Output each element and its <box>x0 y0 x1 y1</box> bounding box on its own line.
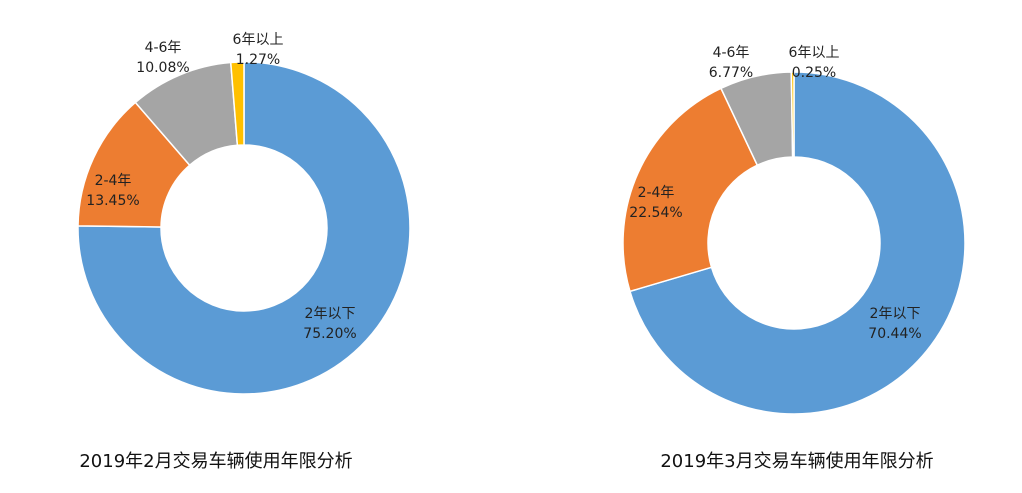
slice-value-label: 10.08% <box>136 60 189 76</box>
slice-2年以下 <box>77 61 411 395</box>
chart-title: 2019年2月交易车辆使用年限分析 <box>79 451 352 472</box>
slice-6年以上 <box>229 61 245 147</box>
slice-category-label: 2-4年 <box>638 185 675 201</box>
slice-value-label: 6.77% <box>709 65 753 81</box>
slice-category-label: 2-4年 <box>95 173 132 189</box>
slice-category-label: 6年以上 <box>789 45 840 61</box>
slice-category-label: 4-6年 <box>713 45 750 61</box>
slice-category-label: 2年以下 <box>870 306 921 322</box>
slice-category-label: 6年以上 <box>233 32 284 48</box>
slice-category-label: 2年以下 <box>305 306 356 322</box>
slice-value-label: 22.54% <box>629 205 682 221</box>
slice-category-label: 4-6年 <box>145 40 182 56</box>
donut-chart-2: 2年以下 70.44% 2-4年 22.54% 4-6年 6.77% 6年以上 0.25% 20… <box>622 45 966 472</box>
slice-2-4年 <box>622 87 759 293</box>
slice-value-label: 13.45% <box>86 193 139 209</box>
slice-value-label: 75.20% <box>303 326 356 342</box>
slice-value-label: 1.27% <box>236 52 280 68</box>
slice-6年以上 <box>790 71 795 158</box>
donut-chart-1: 2年以下 75.20% 2-4年 13.45% 4-6年 10.08% 6年以上 1.27% 2… <box>77 32 411 472</box>
slice-value-label: 0.25% <box>792 65 836 81</box>
slice-2年以下 <box>629 71 966 415</box>
chart-title: 2019年3月交易车辆使用年限分析 <box>660 451 933 472</box>
slice-value-label: 70.44% <box>868 326 921 342</box>
